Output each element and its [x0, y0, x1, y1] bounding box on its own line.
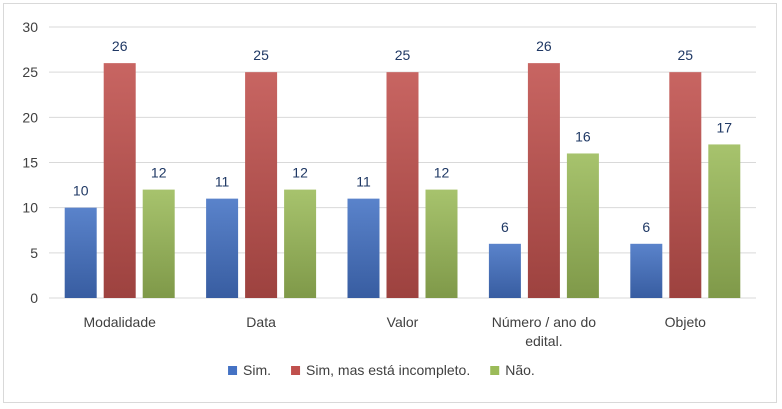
- bar-1-1: [64, 207, 97, 298]
- legend-label: Não.: [505, 362, 535, 378]
- bar-1-2: [206, 198, 239, 298]
- bar-2-1: [103, 63, 136, 299]
- legend-label: Sim.: [243, 362, 271, 378]
- y-axis-ticks: 0 5 10 15 20 25 30: [22, 19, 38, 306]
- y-tick-label: 20: [22, 109, 38, 125]
- y-tick-label: 5: [30, 245, 38, 261]
- data-label: 25: [395, 47, 411, 63]
- bar-3-4: [566, 153, 599, 298]
- bar-3-5: [708, 144, 741, 298]
- bar-3-2: [284, 189, 317, 298]
- bar-1-3: [347, 198, 380, 298]
- category-label: Data: [246, 314, 276, 330]
- category-label: Valor: [387, 314, 419, 330]
- data-label: 6: [501, 219, 509, 235]
- legend-label: Sim, mas está incompleto.: [306, 362, 470, 378]
- data-label: 12: [292, 165, 308, 181]
- legend-swatch: [228, 366, 238, 375]
- data-label: 6: [642, 219, 650, 235]
- y-tick-label: 10: [22, 200, 38, 216]
- y-tick-label: 0: [30, 290, 38, 306]
- bar-2-2: [245, 72, 278, 299]
- chart-frame: 0 5 10 15 20 25 30 10 26 12 11 25 12 11 25 12 6 26 16 6 25 1…: [3, 3, 777, 403]
- y-tick-label: 25: [22, 64, 38, 80]
- data-label: 25: [678, 47, 694, 63]
- data-label: 16: [575, 128, 591, 144]
- data-label: 17: [717, 119, 733, 135]
- bar-2-5: [669, 72, 702, 299]
- bar-2-3: [386, 72, 419, 299]
- legend: Sim. Sim, mas está incompleto. Não.: [228, 362, 535, 378]
- bar-3-3: [425, 189, 458, 298]
- x-axis-categories: Modalidade Data Valor Número / ano do edital…: [84, 314, 707, 349]
- y-tick-label: 30: [22, 19, 38, 35]
- category-label: Número / ano do: [492, 314, 596, 330]
- legend-swatch: [490, 366, 500, 375]
- data-label: 11: [356, 174, 371, 190]
- data-label: 11: [215, 174, 230, 190]
- category-label: Modalidade: [84, 314, 157, 330]
- y-tick-label: 15: [22, 155, 38, 171]
- data-label: 25: [253, 47, 269, 63]
- data-labels: 10 26 12 11 25 12 11 25 12 6 26 16 6 25 17: [73, 38, 732, 235]
- bar-2-4: [527, 63, 560, 299]
- data-label: 10: [73, 183, 89, 199]
- data-label: 26: [112, 38, 128, 54]
- data-label: 12: [151, 165, 167, 181]
- legend-swatch: [291, 366, 301, 375]
- data-label: 26: [536, 38, 552, 54]
- data-label: 12: [434, 165, 450, 181]
- bars: [64, 63, 741, 299]
- bar-1-4: [488, 243, 521, 298]
- bar-1-5: [630, 243, 663, 298]
- category-label: Objeto: [665, 314, 706, 330]
- category-label: edital.: [525, 333, 562, 349]
- bar-3-1: [142, 189, 175, 298]
